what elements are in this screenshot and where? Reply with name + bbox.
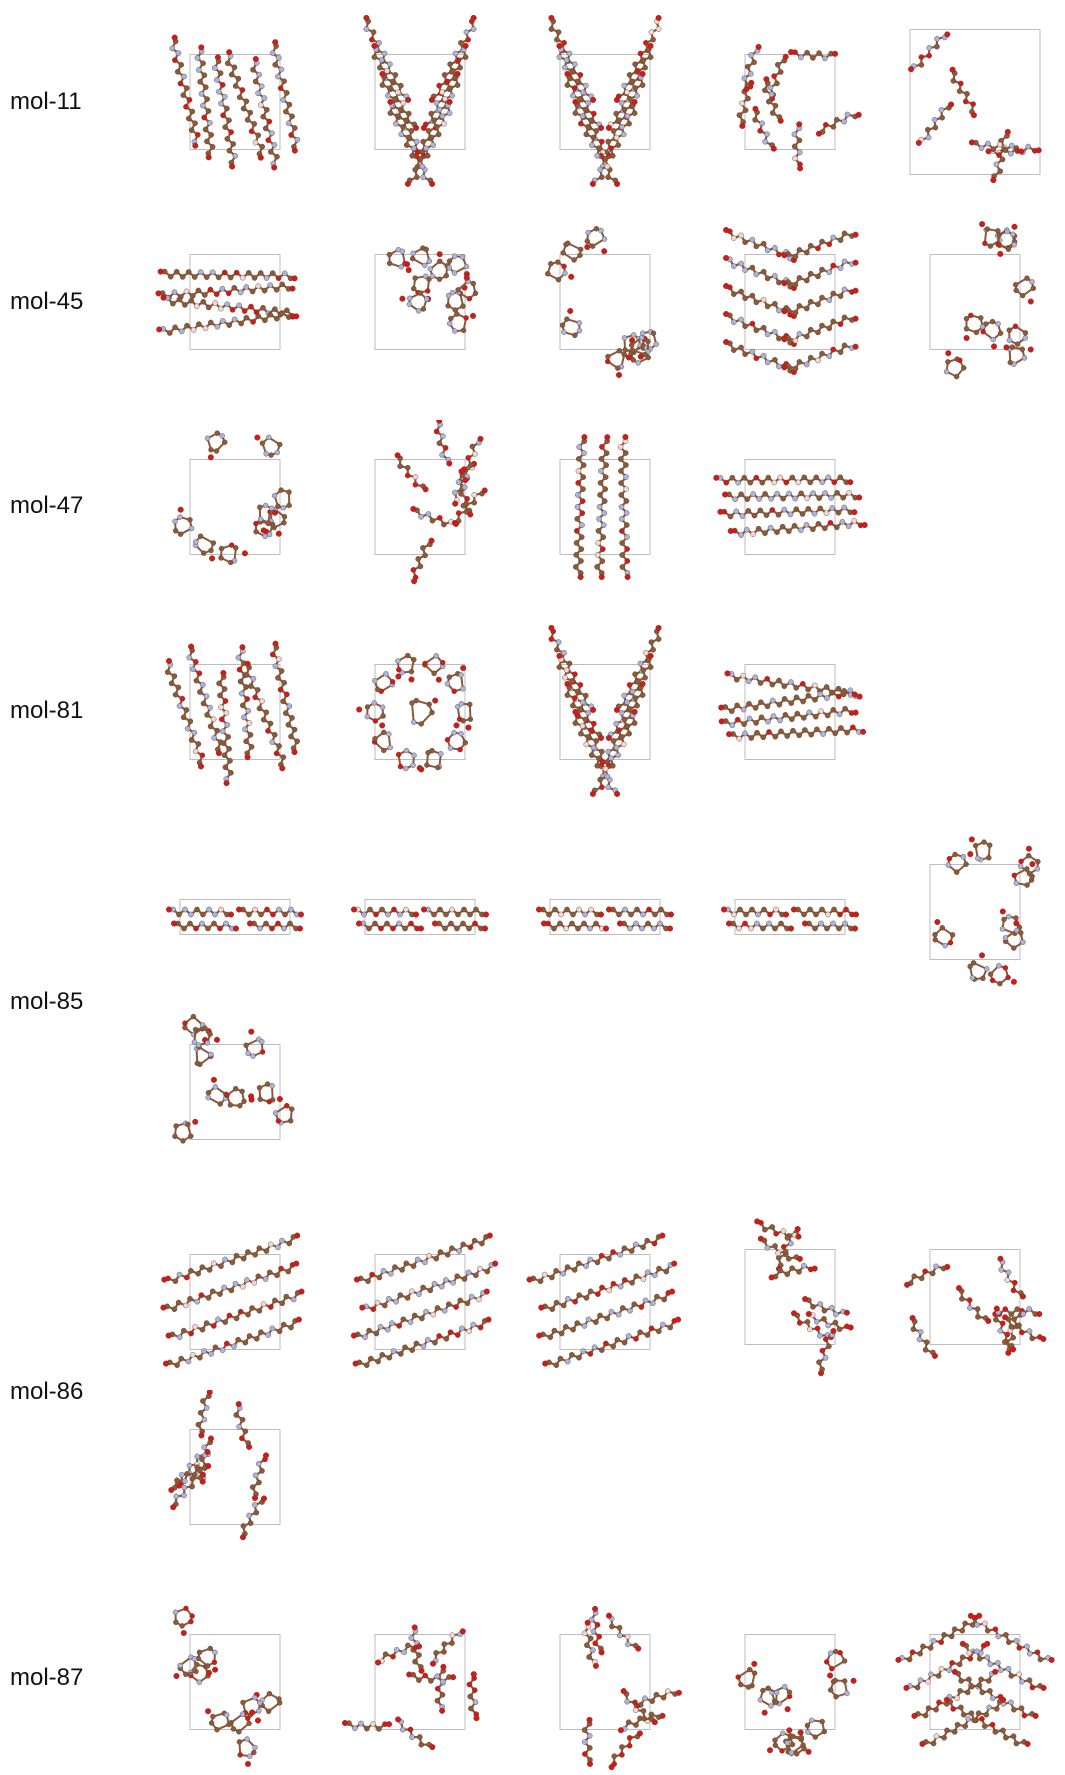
crystal-packing-image (155, 830, 315, 1005)
crystal-packing-image (895, 15, 1055, 190)
crystal-packing-image (895, 825, 1055, 1000)
crystal-packing-image (155, 15, 315, 190)
crystal-packing-image (525, 625, 685, 800)
crystal-packing-image (525, 215, 685, 390)
crystal-packing-image (710, 215, 870, 390)
row-label-mol-87: mol-87 (10, 1664, 84, 1691)
crystal-packing-image (155, 1215, 315, 1390)
crystal-packing-image (340, 1215, 500, 1390)
crystal-packing-image (155, 215, 315, 390)
crystal-packing-image (710, 1210, 870, 1385)
row-label-mol-47: mol-47 (10, 492, 84, 519)
crystal-packing-image (895, 1595, 1055, 1770)
crystal-packing-image (710, 830, 870, 1005)
crystal-packing-image (340, 1595, 500, 1770)
crystal-packing-image (525, 1215, 685, 1390)
crystal-packing-image (155, 1595, 315, 1770)
crystal-packing-image (340, 830, 500, 1005)
crystal-packing-image (525, 15, 685, 190)
row-label-mol-85: mol-85 (10, 988, 84, 1015)
crystal-packing-image (525, 830, 685, 1005)
crystal-packing-image (710, 420, 870, 595)
row-label-mol-45: mol-45 (10, 288, 84, 315)
crystal-packing-image (525, 1595, 685, 1770)
crystal-packing-image (710, 1595, 870, 1770)
crystal-packing-image (155, 625, 315, 800)
crystal-packing-image (525, 420, 685, 595)
crystal-packing-image (710, 15, 870, 190)
row-label-mol-81: mol-81 (10, 697, 84, 724)
crystal-packing-image (340, 215, 500, 390)
row-label-mol-86: mol-86 (10, 1378, 84, 1405)
crystal-packing-image (340, 15, 500, 190)
crystal-packing-image (710, 625, 870, 800)
crystal-packing-image (895, 215, 1055, 390)
crystal-packing-image (155, 1390, 315, 1565)
crystal-packing-image (340, 420, 500, 595)
crystal-packing-image (155, 1005, 315, 1180)
crystal-packing-image (155, 420, 315, 595)
row-label-mol-11: mol-11 (10, 88, 82, 115)
crystal-packing-image (895, 1210, 1055, 1385)
crystal-packing-image (340, 625, 500, 800)
